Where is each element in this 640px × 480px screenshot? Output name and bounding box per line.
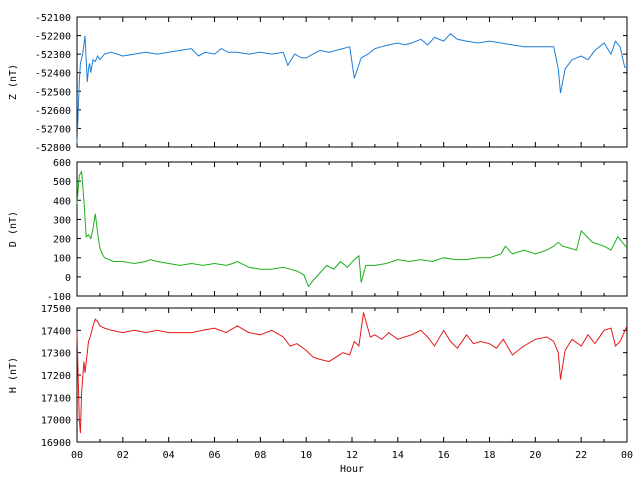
y-tick-label: 500 (53, 177, 71, 188)
x-tick-label: 20 (529, 450, 541, 461)
x-tick-label: 18 (483, 450, 495, 461)
y-tick-label: -52500 (35, 87, 71, 98)
x-tick-label: 14 (392, 450, 404, 461)
y-tick-label: 16900 (41, 438, 71, 449)
y-tick-label: 17300 (41, 349, 71, 360)
x-axis-label: Hour (340, 464, 364, 475)
series-line-z (76, 33, 627, 144)
y-tick-label: 300 (53, 215, 71, 226)
y-tick-label: -52300 (35, 50, 71, 61)
x-tick-label: 12 (346, 450, 358, 461)
y-tick-label: 17000 (41, 416, 71, 427)
y-tick-label: -52100 (35, 13, 71, 24)
chart-panels: -52100 -52200 -52300 -52400 -52500 -52600 -527… (8, 13, 633, 461)
panel-frame (76, 307, 628, 443)
panel-frame (76, 161, 628, 297)
x-tick-label: 10 (300, 450, 312, 461)
y-tick-label: -52700 (35, 124, 71, 135)
y-tick-label: 0 (65, 273, 71, 284)
x-tick-label: 16 (438, 450, 450, 461)
y-tick-label: -52200 (35, 32, 71, 43)
y-tick-label: 400 (53, 196, 71, 207)
y-tick-label: 17500 (41, 304, 71, 315)
x-tick-label: 08 (254, 450, 266, 461)
y-tick-label: -52800 (35, 143, 71, 154)
series-line-d (76, 170, 628, 288)
y-tick-label: 17200 (41, 371, 71, 382)
series-line-h (76, 312, 628, 434)
x-tick-label: 04 (163, 450, 175, 461)
panel-z: -52100 -52200 -52300 -52400 -52500 -52600 -527… (8, 13, 628, 154)
x-tick-label: 00 (621, 450, 633, 461)
panel-frame (76, 16, 628, 148)
y-tick-label: 200 (53, 235, 71, 246)
x-tick-label: 00 (71, 450, 83, 461)
y-tick-label: 600 (53, 158, 71, 169)
y-tick-label: 17400 (41, 326, 71, 337)
x-tick-label: 22 (575, 450, 587, 461)
y-tick-label: 17100 (41, 393, 71, 404)
y-tick-label: -52400 (35, 69, 71, 80)
y-tick-label: 100 (53, 254, 71, 265)
y-axis-label-z: Z (nT) (8, 64, 19, 100)
y-tick-label: -100 (47, 292, 71, 303)
panel-h: 17500 17400 17300 17200 17100 17000 16900 H (nT… (8, 304, 628, 449)
x-tick-label: 06 (208, 450, 220, 461)
y-axis-label-h: H (nT) (8, 357, 19, 393)
x-tick-label: 02 (117, 450, 129, 461)
y-axis-label-d: D (nT) (8, 211, 19, 247)
panel-d: 600 500 400 300 200 100 0 -100 D (nT) (8, 158, 628, 303)
y-tick-label: -52600 (35, 106, 71, 117)
